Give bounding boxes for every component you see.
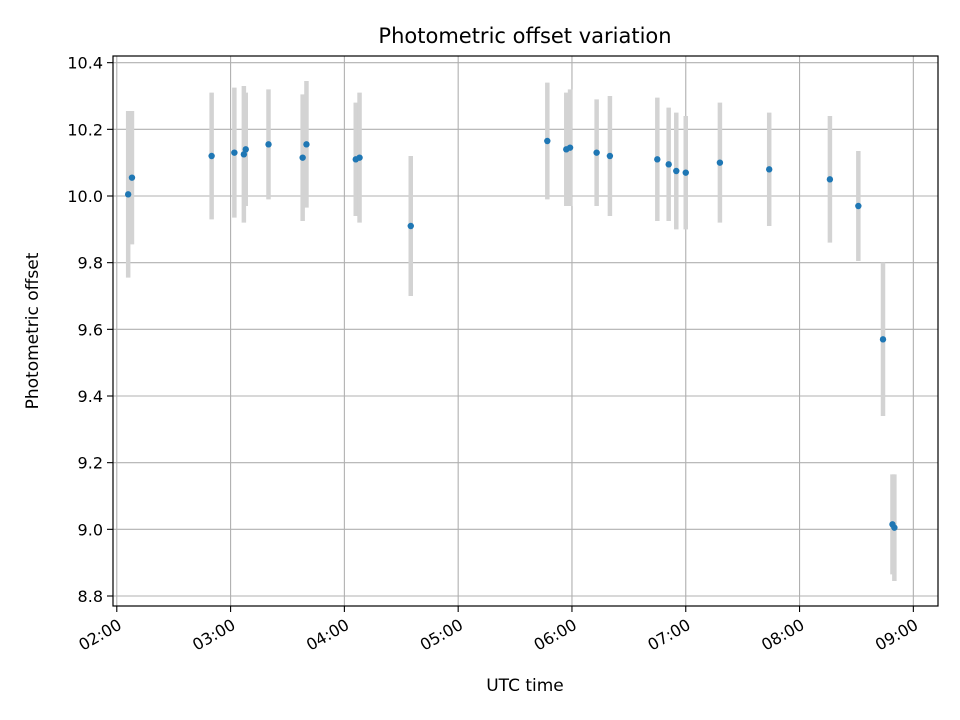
data-point xyxy=(654,156,661,163)
x-tick-label: 04:00 xyxy=(303,615,352,655)
x-tick-label: 03:00 xyxy=(189,615,238,655)
x-tick-label: 08:00 xyxy=(758,615,807,655)
data-point xyxy=(682,169,689,176)
y-axis-ticks: 8.8 9.0 9.2 9.4 9.6 9.8 10.0 10.2 10.4 xyxy=(67,54,113,606)
x-tick-label: 06:00 xyxy=(531,615,580,655)
y-tick-label: 10.2 xyxy=(67,120,103,139)
x-tick-label: 07:00 xyxy=(644,615,693,655)
data-point xyxy=(879,336,887,343)
y-tick-label: 9.0 xyxy=(78,520,103,539)
y-tick-label: 9.4 xyxy=(78,387,103,406)
data-point xyxy=(356,154,363,161)
y-tick-label: 8.8 xyxy=(78,587,103,606)
y-tick-label: 10.0 xyxy=(67,187,103,206)
x-tick-label: 02:00 xyxy=(75,615,124,655)
data-point xyxy=(606,152,614,160)
data-point xyxy=(124,191,132,198)
x-tick-label: 05:00 xyxy=(417,615,466,655)
data-point xyxy=(716,159,724,166)
data-point xyxy=(673,167,680,175)
data-point xyxy=(128,174,136,181)
data-point xyxy=(665,161,672,168)
y-tick-label: 9.8 xyxy=(78,254,103,273)
data-point xyxy=(240,151,248,158)
x-axis-ticks: 02:00 03:00 04:00 05:00 06:00 07:00 08:00 09:00 xyxy=(75,606,921,655)
data-point xyxy=(231,149,238,156)
chart-title: Photometric offset variation xyxy=(378,24,671,48)
data-point xyxy=(766,166,773,173)
data-point xyxy=(891,524,898,531)
data-point xyxy=(855,202,862,210)
y-axis-label: Photometric offset xyxy=(23,252,43,409)
data-point xyxy=(299,154,306,161)
data-point xyxy=(593,149,600,156)
x-axis-label: UTC time xyxy=(486,676,564,696)
x-tick-label: 09:00 xyxy=(872,615,921,655)
data-point xyxy=(303,141,310,148)
data-point xyxy=(544,137,551,145)
grid xyxy=(113,56,938,606)
data-point xyxy=(208,152,215,160)
data-point xyxy=(407,222,414,230)
data-point xyxy=(242,146,249,153)
data-point xyxy=(826,176,834,183)
plot-frame xyxy=(112,55,939,607)
data-point xyxy=(265,141,272,148)
data-points xyxy=(124,137,898,531)
data-point xyxy=(566,144,574,151)
y-tick-label: 9.2 xyxy=(78,454,103,473)
y-tick-label: 10.4 xyxy=(67,54,103,73)
y-tick-label: 9.6 xyxy=(78,320,103,339)
